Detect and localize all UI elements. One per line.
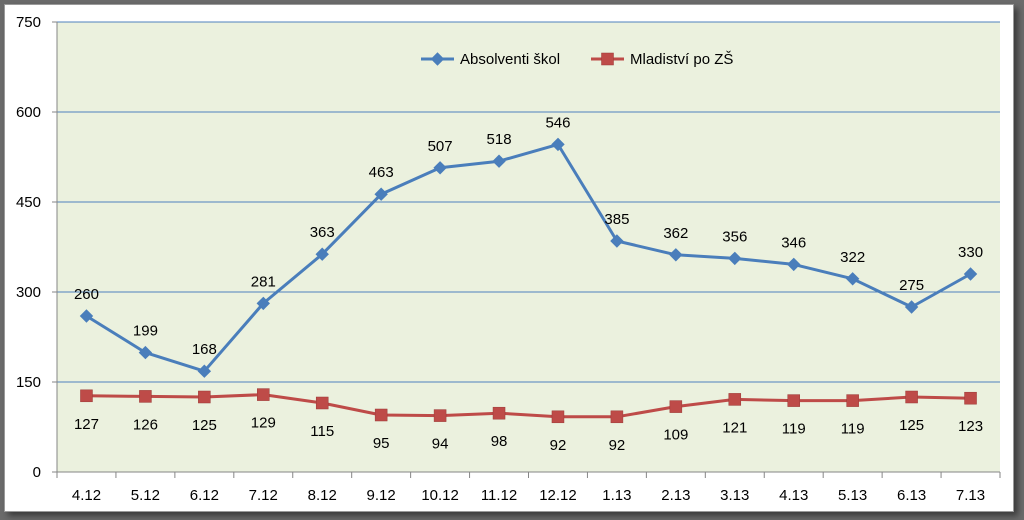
- data-label: 109: [663, 427, 688, 444]
- x-tick-label: 2.13: [661, 487, 690, 504]
- data-point: [728, 251, 742, 266]
- data-point: [256, 296, 270, 311]
- x-tick-label: 9.12: [367, 487, 396, 504]
- data-point: [610, 234, 624, 248]
- data-point: [315, 396, 329, 410]
- data-label: 346: [781, 234, 806, 251]
- data-point: [492, 154, 506, 168]
- data-label: 119: [782, 421, 806, 438]
- x-tick-label: 6.13: [897, 487, 926, 504]
- data-point: [904, 300, 919, 314]
- data-point: [551, 137, 565, 152]
- x-tick-label: 3.13: [720, 487, 749, 504]
- x-tick-label: 4.13: [779, 487, 808, 504]
- data-label: 507: [428, 138, 453, 155]
- data-point: [198, 390, 211, 404]
- data-label: 92: [550, 437, 567, 454]
- legend-marker: [430, 52, 445, 66]
- y-tick-label: 150: [16, 374, 41, 391]
- data-point: [845, 272, 860, 286]
- data-label: 356: [722, 228, 747, 245]
- x-tick-label: 10.12: [421, 487, 459, 504]
- data-label: 119: [841, 421, 865, 438]
- x-tick-label: 7.12: [249, 487, 278, 504]
- data-label: 330: [958, 244, 983, 261]
- series-line: [86, 393, 971, 419]
- data-point: [846, 394, 859, 407]
- x-tick-label: 12.12: [539, 487, 577, 504]
- data-point: [197, 364, 212, 378]
- data-point: [433, 409, 447, 422]
- data-label: 125: [192, 417, 217, 434]
- data-point: [787, 394, 800, 407]
- data-label: 168: [192, 341, 217, 358]
- data-label: 281: [251, 273, 276, 290]
- y-tick-label: 300: [16, 284, 41, 301]
- data-label: 518: [487, 131, 512, 148]
- data-label: 362: [663, 225, 688, 242]
- data-point: [963, 267, 978, 281]
- data-label: 98: [491, 433, 508, 450]
- data-label: 385: [604, 211, 629, 228]
- x-tick-label: 5.12: [131, 487, 160, 504]
- data-point: [79, 309, 94, 323]
- data-label: 199: [133, 323, 158, 340]
- data-label: 127: [74, 416, 99, 433]
- data-point: [610, 410, 624, 424]
- y-tick-label: 750: [16, 14, 41, 31]
- legend-label: Mladiství po ZŠ: [630, 51, 733, 68]
- x-tick-label: 8.12: [308, 487, 337, 504]
- data-point: [433, 161, 447, 175]
- x-tick-label: 1.13: [602, 487, 631, 504]
- series-line: [85, 142, 972, 373]
- data-label: 363: [310, 224, 335, 241]
- data-point: [964, 391, 977, 405]
- data-point: [787, 257, 801, 272]
- x-tick-label: 4.12: [72, 487, 101, 504]
- data-point: [669, 248, 683, 262]
- x-tick-label: 5.13: [838, 487, 867, 504]
- legend-marker: [601, 52, 614, 66]
- x-tick-label: 11.12: [481, 487, 517, 504]
- data-label: 115: [310, 423, 334, 440]
- data-label: 125: [899, 417, 924, 434]
- data-label: 546: [545, 114, 570, 131]
- data-label: 94: [432, 436, 449, 453]
- data-point: [728, 393, 742, 406]
- y-tick-label: 600: [16, 104, 41, 121]
- data-label: 126: [133, 416, 158, 433]
- y-tick-label: 450: [16, 194, 41, 211]
- x-tick-label: 6.12: [190, 487, 219, 504]
- data-label: 463: [369, 164, 394, 181]
- data-label: 322: [840, 249, 865, 266]
- data-point: [492, 406, 506, 420]
- data-point: [551, 410, 565, 424]
- data-label: 260: [74, 286, 99, 303]
- data-label: 92: [609, 437, 626, 454]
- data-point: [80, 389, 93, 403]
- data-point: [257, 388, 270, 401]
- data-label: 123: [958, 418, 983, 435]
- data-point: [905, 390, 918, 404]
- data-point: [669, 400, 683, 413]
- data-label: 275: [899, 277, 924, 294]
- data-point: [374, 408, 388, 422]
- data-point: [315, 247, 329, 261]
- data-point: [374, 187, 388, 201]
- data-label: 129: [251, 415, 276, 432]
- legend-label: Absolventi škol: [460, 51, 560, 68]
- data-point: [139, 390, 152, 403]
- data-point: [138, 345, 153, 360]
- y-tick-label: 0: [33, 464, 41, 481]
- x-tick-label: 7.13: [956, 487, 985, 504]
- data-label: 95: [373, 435, 390, 452]
- data-label: 121: [722, 419, 747, 436]
